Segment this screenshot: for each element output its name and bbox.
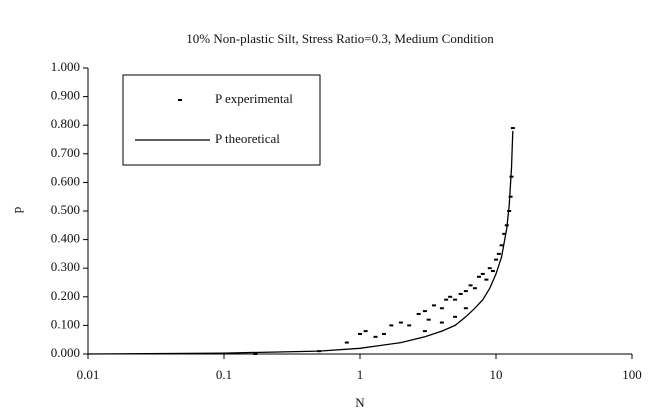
data-point — [444, 298, 449, 301]
data-point — [480, 272, 485, 275]
y-axis-label: p — [9, 207, 24, 214]
x-tick-label: 1 — [357, 367, 364, 382]
y-tick-label: 0.100 — [51, 316, 80, 331]
y-tick-label: 0.000 — [51, 345, 80, 360]
y-tick-label: 0.700 — [51, 145, 80, 160]
data-point — [358, 332, 362, 335]
data-point — [502, 232, 507, 235]
data-point — [398, 321, 403, 324]
y-tick-label: 0.400 — [51, 231, 80, 246]
legend-label: P theoretical — [215, 131, 280, 146]
x-axis-label: N — [355, 395, 365, 410]
data-point — [484, 278, 489, 281]
data-point — [373, 335, 378, 338]
data-point — [422, 310, 427, 313]
x-tick-label: 100 — [622, 367, 642, 382]
data-point — [453, 298, 458, 301]
data-point — [253, 353, 258, 355]
data-point — [363, 330, 368, 333]
x-tick-label: 0.1 — [216, 367, 232, 382]
data-point — [487, 267, 492, 270]
y-tick-label: 0.600 — [51, 173, 80, 188]
data-point — [463, 290, 468, 293]
data-point — [499, 244, 504, 247]
legend-box — [122, 74, 321, 166]
data-point — [448, 295, 453, 298]
data-point — [439, 307, 444, 310]
y-tick-label: 1.000 — [51, 59, 80, 74]
data-point — [494, 258, 498, 261]
data-point — [381, 332, 386, 335]
x-tick-label: 10 — [490, 367, 503, 382]
data-line — [87, 130, 514, 355]
data-point — [463, 307, 468, 310]
data-point — [508, 195, 513, 198]
data-point — [453, 315, 458, 318]
data-point — [431, 304, 436, 307]
data-point — [477, 275, 482, 278]
y-tick-label: 0.800 — [51, 116, 80, 131]
data-point — [439, 321, 444, 324]
data-point — [490, 270, 495, 273]
data-point — [407, 324, 412, 327]
data-point — [422, 330, 427, 333]
data-point — [510, 127, 515, 130]
x-tick-label: 0.01 — [77, 367, 100, 382]
legend-marker — [178, 99, 182, 101]
data-point — [416, 312, 421, 315]
data-point — [389, 324, 394, 327]
data-point — [344, 341, 349, 344]
y-tick-label: 0.200 — [51, 288, 80, 303]
data-point — [458, 292, 463, 295]
data-point — [468, 284, 473, 287]
legend-label: P experimental — [215, 91, 293, 106]
y-tick-label: 0.900 — [51, 88, 80, 103]
chart-title: 10% Non-plastic Silt, Stress Ratio=0.3, … — [186, 31, 494, 46]
data-point — [496, 252, 501, 255]
data-point — [426, 318, 431, 321]
y-tick-label: 0.500 — [51, 202, 80, 217]
data-point — [472, 287, 477, 290]
y-tick-label: 0.300 — [51, 259, 80, 274]
